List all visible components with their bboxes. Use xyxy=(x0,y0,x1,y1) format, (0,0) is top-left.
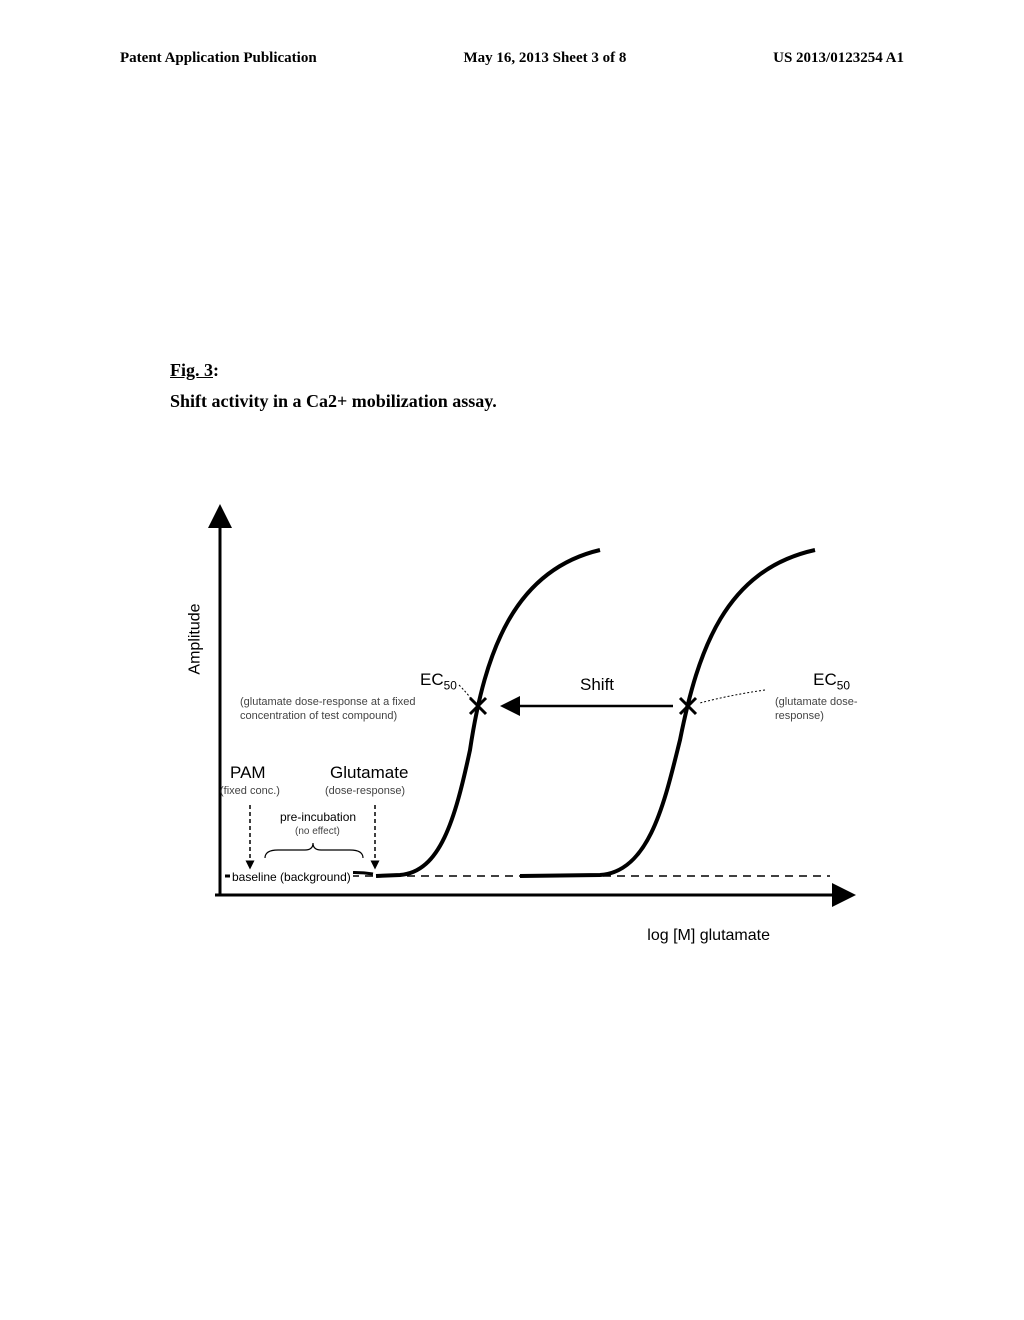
figure-colon: : xyxy=(213,360,219,380)
ec50-leader-right xyxy=(700,690,765,703)
pam-label: PAM xyxy=(230,763,266,783)
chart-area: Amplitude log [M] glutamate EC50 (glutam… xyxy=(170,500,870,940)
ec50-right-label: EC50 xyxy=(813,670,850,692)
page-header: Patent Application Publication May 16, 2… xyxy=(0,50,1024,67)
pam-sub-label: (fixed conc.) xyxy=(220,785,280,797)
preincubation-label: pre-incubation xyxy=(280,810,356,824)
header-left: Patent Application Publication xyxy=(120,50,317,67)
figure-label: Fig. 3 xyxy=(170,360,213,380)
curve-right xyxy=(520,550,815,876)
ec50-left-desc: (glutamate dose-response at a fixed conc… xyxy=(240,695,440,724)
shift-label: Shift xyxy=(580,675,614,695)
glutamate-sub-label: (dose-response) xyxy=(325,785,405,797)
baseline-label: baseline (background) xyxy=(230,870,353,884)
ec50-left-label: EC50 xyxy=(420,670,457,692)
x-axis-label: log [M] glutamate xyxy=(647,927,770,945)
preincubation-brace xyxy=(265,843,363,858)
ec50-right-desc: (glutamate dose-response) xyxy=(775,695,865,724)
header-center: May 16, 2013 Sheet 3 of 8 xyxy=(463,50,626,67)
preincubation-sub-label: (no effect) xyxy=(295,826,340,837)
y-axis-label: Amplitude xyxy=(187,603,205,674)
glutamate-label: Glutamate xyxy=(330,763,408,783)
header-right: US 2013/0123254 A1 xyxy=(773,50,904,67)
ec50-leader-left xyxy=(459,685,472,700)
figure-label-line: Fig. 3: xyxy=(170,360,497,381)
figure-title-block: Fig. 3: Shift activity in a Ca2+ mobiliz… xyxy=(170,360,497,412)
figure-caption: Shift activity in a Ca2+ mobilization as… xyxy=(170,391,497,412)
